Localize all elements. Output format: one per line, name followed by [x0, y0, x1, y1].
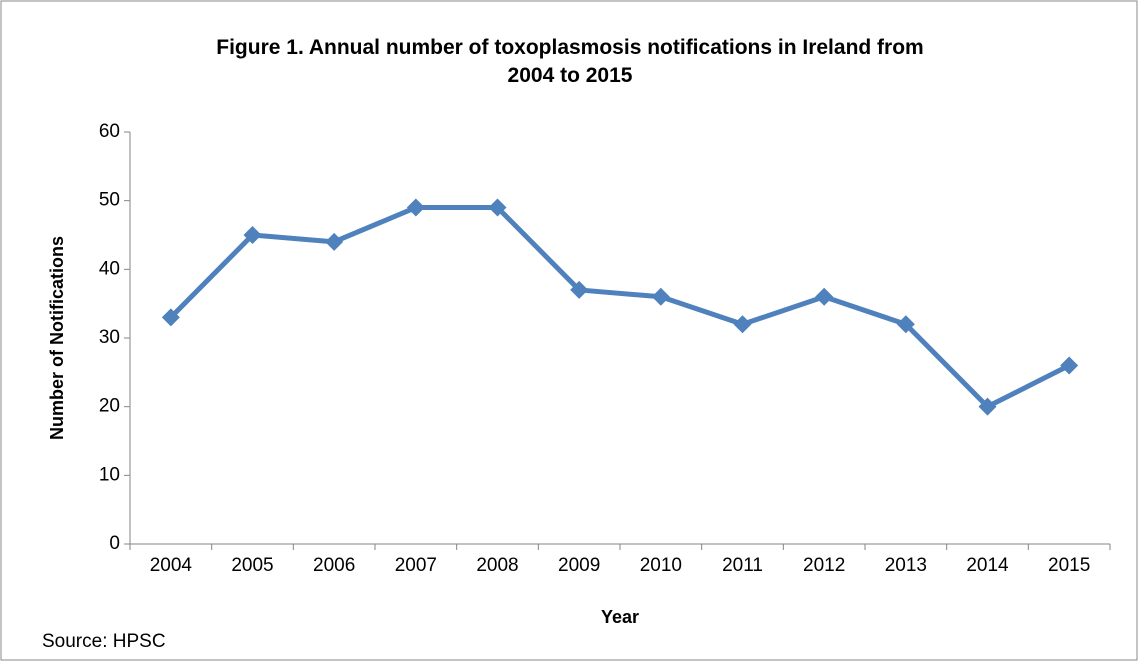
y-tick-label: 20 — [99, 396, 120, 417]
x-tick-label: 2006 — [313, 555, 355, 576]
y-tick-label: 10 — [99, 464, 120, 485]
x-tick-label: 2011 — [722, 555, 763, 576]
x-tick-label: 2008 — [476, 555, 518, 576]
data-point — [243, 226, 262, 244]
data-point — [1060, 356, 1079, 375]
data-point — [896, 315, 915, 334]
x-tick-label: 2009 — [558, 555, 600, 576]
data-point — [570, 280, 589, 299]
data-point — [488, 198, 507, 217]
x-tick-label: 2010 — [640, 555, 682, 576]
data-point — [733, 315, 752, 334]
x-tick-label: 2013 — [885, 555, 927, 576]
data-line — [169, 205, 1071, 410]
data-point — [161, 308, 180, 327]
y-axis-title: Number of Notifications — [47, 236, 67, 440]
x-axis-title: Year — [601, 607, 639, 627]
y-tick-label: 50 — [99, 190, 120, 211]
data-point — [815, 287, 834, 306]
data-point — [325, 232, 344, 251]
y-tick-label: 30 — [99, 327, 120, 348]
y-tick-label: 0 — [109, 533, 120, 554]
x-tick-label: 2004 — [150, 555, 193, 576]
x-tick-label: 2014 — [966, 555, 1009, 576]
data-point — [651, 287, 670, 306]
y-tick-label: 40 — [99, 258, 120, 279]
x-tick-label: 2007 — [395, 555, 437, 576]
x-tick-label: 2005 — [231, 555, 273, 576]
source-note: Source: HPSC — [42, 631, 166, 652]
data-point — [406, 198, 425, 217]
chart-title: Figure 1. Annual number of toxoplasmosis… — [216, 36, 923, 87]
data-point — [978, 397, 997, 416]
x-tick-label: 2012 — [803, 555, 845, 576]
y-tick-label: 60 — [99, 121, 120, 142]
x-tick-label: 2015 — [1048, 555, 1090, 576]
